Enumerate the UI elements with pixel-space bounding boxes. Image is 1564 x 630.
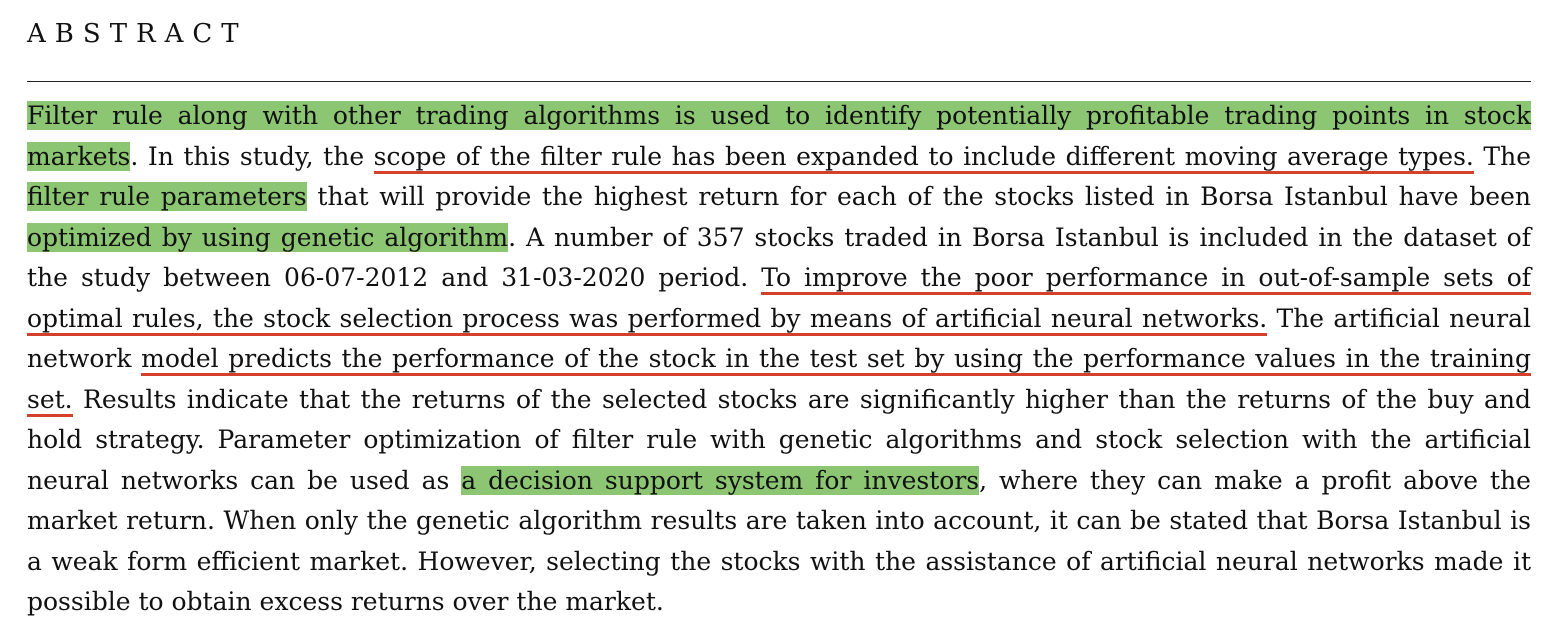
text-segment: The artificial neural network [27, 303, 1532, 374]
highlight-segment: optimized by using genetic algorithm [27, 222, 509, 252]
underline-segment: To improve the poor performance in out-o… [27, 263, 1531, 336]
text-segment: that will provide the highest return for… [306, 182, 1531, 211]
text-segment: , where they can make a profit above the… [27, 465, 1531, 617]
text-segment: Results indicate that the returns of the… [27, 384, 1531, 495]
abstract-heading: ABSTRACT [27, 19, 248, 49]
highlight-segment: a decision support system for investors [461, 465, 980, 495]
highlight-segment: filter rule parameters [27, 182, 307, 211]
abstract-body: Filter rule along with other trading alg… [27, 96, 1531, 623]
text-segment: . In this study, the [130, 141, 374, 171]
section-divider [27, 81, 1531, 82]
text-segment: . A number of 357 stocks traded in Borsa… [27, 222, 1531, 293]
underline-segment: model predicts the performance of the st… [27, 344, 1531, 417]
text-segment: The [1473, 141, 1531, 171]
underline-segment: scope of the filter rule has been expand… [373, 141, 1474, 174]
